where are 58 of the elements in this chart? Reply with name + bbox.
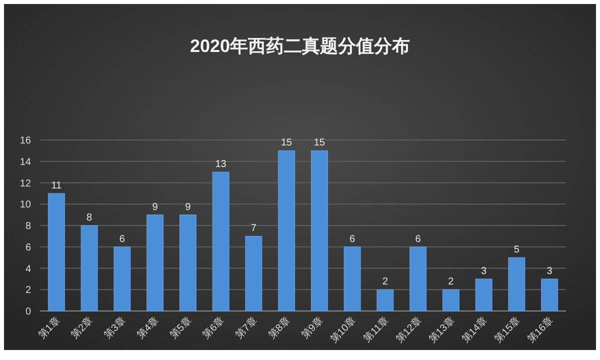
x-tick-label: 第13章: [426, 314, 458, 346]
y-tick-label: 4: [25, 264, 32, 275]
bar: [114, 246, 131, 312]
data-label: 15: [314, 138, 326, 149]
bar: [245, 236, 262, 312]
bar: [80, 225, 98, 312]
data-label: 3: [546, 266, 553, 277]
data-label: 15: [281, 138, 293, 149]
bar: [475, 278, 492, 312]
x-tick-label: 第7章: [233, 314, 260, 342]
bar: [508, 257, 526, 312]
x-tick-label: 第16章: [525, 314, 556, 346]
data-label: 9: [185, 202, 192, 213]
data-label: 9: [152, 202, 158, 213]
x-tick-label: 第10章: [328, 314, 358, 346]
x-tick-label: 第1章: [36, 314, 63, 342]
y-tick-label: 16: [20, 136, 32, 146]
data-label: 2: [448, 276, 454, 288]
data-label: 3: [481, 266, 488, 277]
data-label: 7: [250, 223, 257, 234]
x-tick-label: 第15章: [492, 314, 523, 346]
x-tick-label: 第4章: [134, 314, 162, 342]
bar: [376, 289, 394, 312]
chart-title: 2020年西药二真题分值分布: [190, 36, 410, 56]
bar: [541, 278, 558, 312]
bar: [146, 214, 164, 312]
x-tick-label: 第2章: [68, 314, 96, 342]
bar: [410, 246, 427, 312]
y-tick-label: 2: [25, 285, 32, 296]
data-label: 8: [86, 212, 93, 224]
y-tick-label: 0: [25, 306, 32, 318]
bar: [212, 172, 230, 312]
data-label: 5: [514, 244, 520, 256]
data-label: 11: [51, 180, 62, 192]
y-tick-label: 12: [20, 178, 32, 190]
x-tick-label: 第9章: [299, 314, 326, 342]
bar: [278, 150, 296, 312]
y-tick-label: 14: [20, 156, 32, 168]
y-tick-label: 8: [25, 221, 32, 232]
y-tick-label: 10: [20, 200, 32, 211]
x-tick-label: 第12章: [394, 314, 424, 346]
x-tick-label: 第3章: [102, 314, 128, 342]
bar: [442, 289, 460, 312]
x-tick-label: 第5章: [168, 314, 194, 342]
y-tick-label: 6: [25, 242, 32, 254]
x-tick-label: 第8章: [266, 314, 293, 342]
x-tick-label: 第11章: [361, 314, 392, 345]
data-label: 6: [119, 234, 126, 245]
data-label: 13: [215, 159, 227, 170]
bar: [310, 150, 328, 312]
bar: [344, 246, 361, 312]
data-label: 2: [382, 276, 388, 288]
data-label: 6: [415, 234, 422, 245]
data-label: 6: [350, 234, 356, 245]
x-tick-label: 第6章: [200, 314, 227, 342]
bar: [179, 214, 196, 312]
bar: [48, 193, 65, 312]
x-tick-label: 第14章: [459, 314, 490, 346]
